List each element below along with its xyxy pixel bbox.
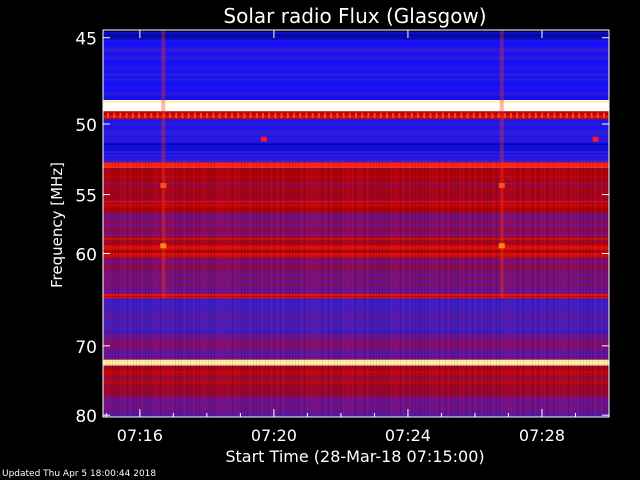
y-tick-label-45: 45 (75, 30, 97, 50)
x-tick-label-1: 07:20 (251, 426, 297, 445)
y-tick-label-55: 55 (75, 187, 97, 207)
y-tick-label-70: 70 (75, 338, 97, 358)
spot-1 (592, 136, 599, 142)
y-axis: 45 50 55 60 70 80 (75, 30, 609, 427)
spot-5 (498, 182, 505, 188)
y-tick-label-60: 60 (75, 245, 97, 265)
spot-4 (160, 182, 167, 188)
y-axis-label: Frequency [MHz] (48, 162, 66, 288)
x-tick-label-3: 07:28 (519, 426, 565, 445)
event-line-1 (499, 30, 504, 299)
chart-title: Solar radio Flux (Glasgow) (223, 4, 486, 28)
plot-area (102, 29, 610, 418)
y-tick-label-50: 50 (75, 116, 97, 136)
updated-timestamp: Updated Thu Apr 5 18:00:44 2018 (2, 469, 157, 479)
event-line-0 (161, 30, 166, 299)
spot-2 (160, 243, 167, 249)
y-tick-label-80: 80 (75, 407, 97, 427)
x-tick-label-2: 07:24 (385, 426, 431, 445)
spot-0 (260, 136, 267, 142)
x-tick-label-0: 07:16 (117, 426, 163, 445)
x-axis: 07:16 07:20 07:24 07:28 (105, 30, 610, 445)
spot-3 (498, 243, 505, 249)
x-axis-label: Start Time (28-Mar-18 07:15:00) (225, 447, 484, 466)
